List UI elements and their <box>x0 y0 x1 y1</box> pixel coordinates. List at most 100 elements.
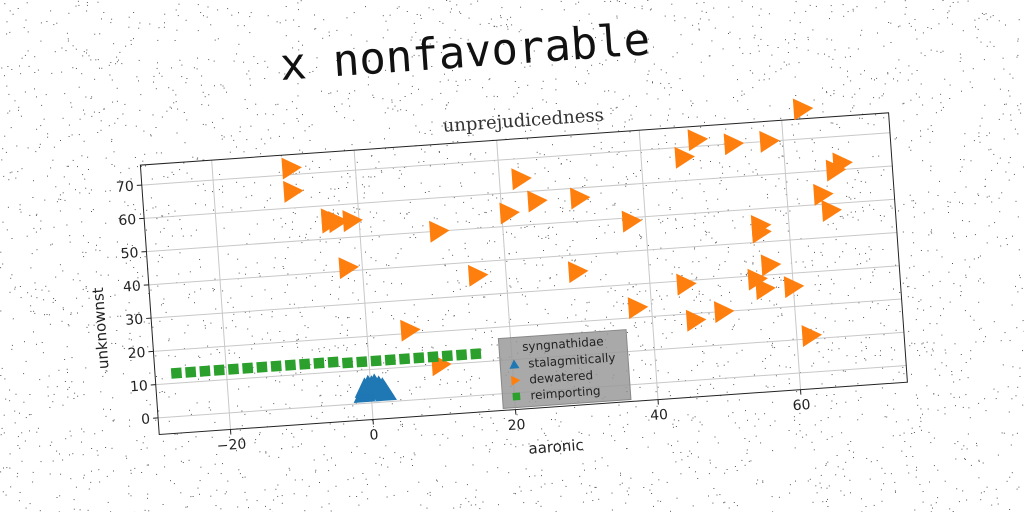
noise-dot <box>273 267 275 269</box>
noise-dot <box>41 342 43 343</box>
noise-dot <box>999 157 1001 159</box>
noise-dot <box>331 276 333 277</box>
noise-dot <box>644 349 646 351</box>
noise-dot <box>557 198 559 200</box>
noise-dot <box>420 14 421 16</box>
noise-dot <box>301 429 303 430</box>
noise-dot <box>922 275 924 276</box>
noise-dot <box>656 290 658 292</box>
noise-dot <box>470 153 472 154</box>
noise-dot <box>564 450 566 451</box>
noise-dot <box>121 250 123 252</box>
noise-dot <box>648 419 650 421</box>
noise-dot <box>195 203 197 205</box>
noise-dot <box>429 406 431 408</box>
noise-dot <box>618 404 620 406</box>
noise-dot <box>944 349 946 351</box>
noise-dot <box>220 473 222 475</box>
noise-dot <box>315 28 317 30</box>
noise-dot <box>850 211 852 213</box>
noise-dot <box>294 479 296 481</box>
noise-dot <box>444 264 446 266</box>
noise-dot <box>59 264 61 266</box>
noise-dot <box>88 331 90 333</box>
noise-dot <box>302 189 304 191</box>
noise-dot <box>612 109 614 111</box>
noise-dot <box>210 322 212 324</box>
noise-dot <box>649 489 651 491</box>
noise-dot <box>409 389 411 391</box>
noise-dot <box>711 237 713 239</box>
noise-dot <box>563 9 565 11</box>
noise-dot <box>457 85 459 86</box>
noise-dot <box>628 119 630 121</box>
noise-dot <box>254 372 256 374</box>
noise-dot <box>913 216 915 218</box>
noise-dot <box>978 136 980 137</box>
noise-dot <box>843 84 845 86</box>
noise-dot <box>325 264 327 266</box>
noise-dot <box>872 156 874 158</box>
noise-dot <box>254 442 256 444</box>
noise-dot <box>7 206 9 208</box>
noise-dot <box>421 434 423 436</box>
noise-dot <box>487 192 489 194</box>
noise-dot <box>696 276 698 278</box>
noise-dot <box>273 499 275 501</box>
noise-dot <box>431 133 433 135</box>
noise-dot <box>978 280 979 282</box>
noise-dot <box>124 103 126 105</box>
noise-dot <box>736 470 738 471</box>
noise-dot <box>678 267 680 269</box>
noise-dot <box>963 445 965 447</box>
noise-dot <box>807 49 809 51</box>
noise-dot <box>470 197 472 199</box>
noise-dot <box>370 335 371 337</box>
data-point <box>398 353 411 365</box>
noise-dot <box>566 249 568 251</box>
noise-dot <box>540 505 542 507</box>
noise-dot <box>846 195 848 197</box>
noise-dot <box>107 274 109 276</box>
noise-dot <box>308 485 310 487</box>
noise-dot <box>237 25 239 27</box>
noise-dot <box>176 29 178 31</box>
noise-dot <box>470 393 472 395</box>
noise-dot <box>391 101 393 103</box>
noise-dot <box>511 24 513 26</box>
noise-dot <box>368 60 370 61</box>
noise-dot <box>259 451 261 453</box>
noise-dot <box>67 324 69 326</box>
noise-dot <box>485 212 487 214</box>
noise-dot <box>984 104 986 106</box>
noise-dot <box>1021 287 1023 289</box>
noise-dot <box>848 320 850 322</box>
noise-dot <box>547 313 549 315</box>
noise-dot <box>346 17 348 19</box>
noise-dot <box>597 123 599 125</box>
noise-dot <box>664 319 666 321</box>
noise-dot <box>713 215 715 217</box>
noise-dot <box>142 160 144 162</box>
noise-dot <box>203 320 204 322</box>
noise-dot <box>198 355 200 357</box>
noise-dot <box>933 342 935 344</box>
noise-dot <box>413 234 415 236</box>
noise-dot <box>966 235 967 237</box>
noise-dot <box>321 404 322 406</box>
noise-dot <box>516 92 518 94</box>
noise-dot <box>196 402 198 404</box>
noise-dot <box>933 437 935 439</box>
noise-dot <box>903 203 905 205</box>
noise-dot <box>62 459 64 461</box>
noise-dot <box>255 103 257 105</box>
noise-dot <box>16 476 18 478</box>
noise-dot <box>832 342 833 344</box>
noise-dot <box>155 243 157 245</box>
noise-dot <box>36 297 38 299</box>
noise-dot <box>799 424 801 425</box>
noise-dot <box>54 300 56 301</box>
noise-dot <box>985 13 987 15</box>
noise-dot <box>1017 105 1019 107</box>
noise-dot <box>962 220 963 222</box>
